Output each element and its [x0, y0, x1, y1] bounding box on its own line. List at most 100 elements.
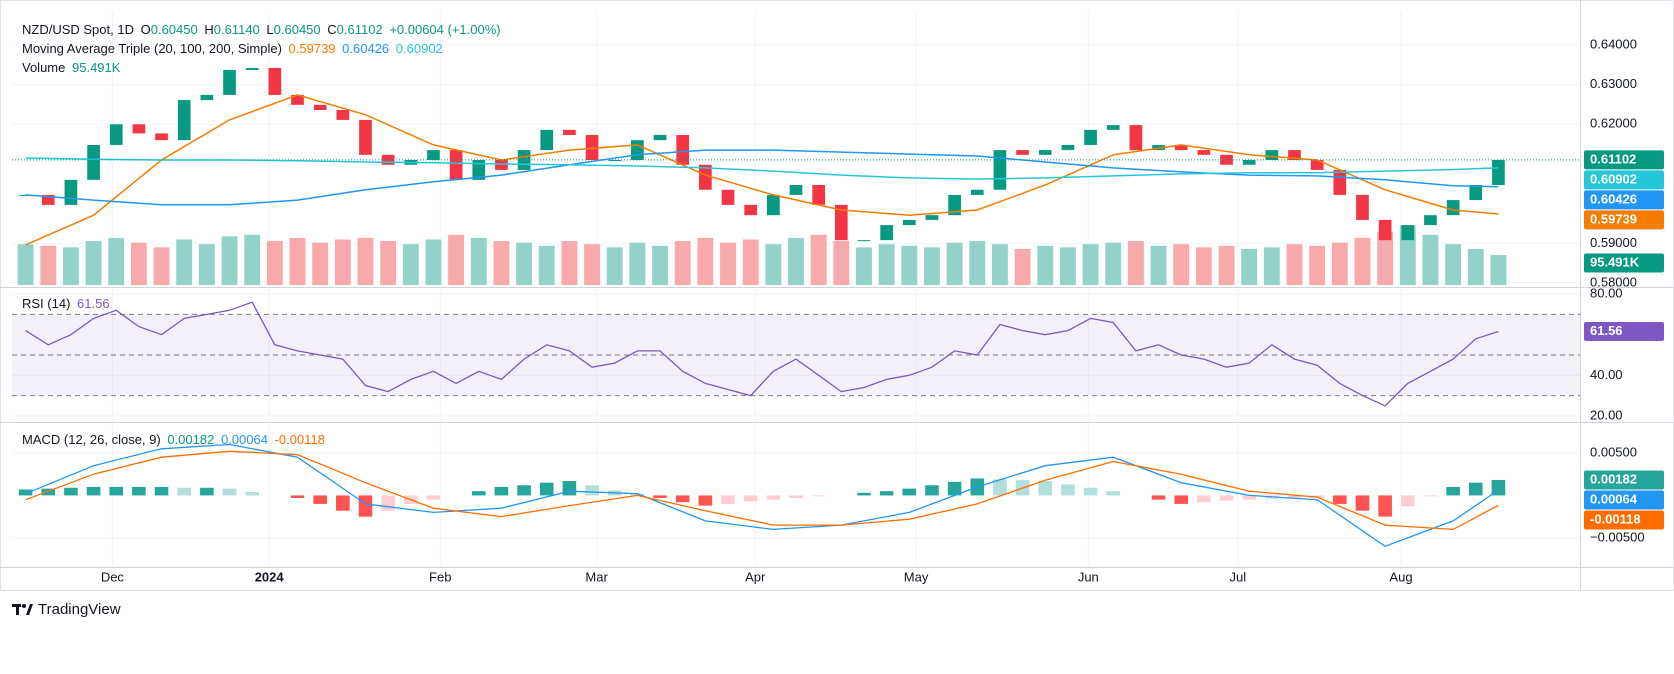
volume-bar [244, 234, 261, 285]
volume-bar [1218, 245, 1235, 285]
histogram-bar [517, 485, 531, 496]
price-badge [1584, 150, 1664, 170]
ohlc-value: 0.61140 [213, 22, 260, 37]
volume-bar [1490, 255, 1507, 285]
candle [902, 219, 916, 226]
histogram-bar [471, 491, 486, 496]
x-tick-label: Dec [101, 569, 125, 584]
volume-bar [697, 237, 714, 285]
ohlc-key: L [266, 22, 274, 37]
candle [812, 185, 826, 205]
volume-bar [992, 244, 1008, 285]
histogram-bar [1468, 482, 1483, 496]
x-tick-label: Jun [1078, 569, 1099, 584]
candle [495, 160, 508, 170]
ohlc-key: H [204, 22, 214, 37]
candle [64, 179, 78, 205]
candle [585, 135, 599, 161]
price-badge-label: 0.60426 [1590, 191, 1637, 206]
volume-bar [1467, 248, 1484, 285]
volume-bar [833, 241, 850, 285]
ohlc-value: 0.61102 [336, 22, 383, 37]
histogram-bar [630, 493, 645, 496]
candle [1016, 150, 1029, 155]
price-badge [1584, 170, 1664, 190]
candle [1469, 185, 1483, 201]
candle [540, 129, 554, 151]
candle [1288, 150, 1301, 161]
y-tick-label: 40.00 [1590, 367, 1623, 382]
histogram-bar [698, 495, 713, 506]
volume-bar [1331, 242, 1348, 285]
candle [359, 119, 372, 155]
ohlc-key: C [327, 22, 337, 37]
y-tick-label: 0.62000 [1590, 116, 1637, 131]
candle [1106, 125, 1120, 130]
moving-average [25, 157, 1499, 180]
volume-bar [878, 244, 895, 285]
volume-bar [742, 239, 759, 285]
x-tick-label: Apr [745, 569, 766, 584]
candle [1265, 150, 1279, 161]
price-badge [1584, 322, 1664, 342]
volume-bar [516, 242, 533, 285]
y-tick-label: −0.00500 [1590, 529, 1645, 544]
ma-value: 0.59739 [288, 41, 336, 56]
volume-bar [289, 237, 306, 285]
macd-legend: MACD (12, 26, close, 9) 0.00182 0.00064 … [22, 430, 328, 449]
price-legend: NZD/USD Spot, 1D O0.60450 H0.61140 L0.60… [22, 20, 504, 77]
histogram-bar [494, 486, 509, 496]
histogram-bar [721, 495, 735, 504]
volume-bar [946, 242, 963, 285]
brand: TradingView [38, 601, 121, 618]
histogram-bar [64, 487, 78, 496]
volume-bar [85, 241, 102, 285]
volume-bar [969, 241, 986, 285]
volume-bar [312, 242, 329, 285]
volume-bar [584, 244, 600, 285]
volume-bar [470, 237, 487, 285]
candle [789, 185, 803, 195]
candle [766, 194, 780, 216]
histogram-bar [41, 488, 56, 496]
macd-value: -0.00118 [274, 432, 325, 447]
candle [993, 150, 1007, 190]
volume-bar [357, 237, 374, 285]
histogram-bar [1423, 495, 1438, 497]
volume-bar [334, 239, 351, 285]
volume-bar [176, 239, 193, 285]
rsi-legend: RSI (14) 61.56 [22, 294, 113, 313]
histogram-bar [993, 479, 1007, 496]
candle [381, 154, 395, 165]
histogram-bar [925, 485, 939, 496]
volume-bar [62, 247, 79, 285]
volume-bar [1014, 248, 1031, 285]
candle [857, 240, 871, 242]
candle [472, 160, 486, 180]
candle [87, 144, 100, 180]
symbol: NZD/USD Spot, 1D [22, 22, 134, 37]
volume-bar [1173, 244, 1190, 285]
histogram-bar [947, 481, 962, 496]
moving-average [25, 94, 1499, 246]
volume-bar [130, 242, 147, 285]
volume-bar [606, 247, 623, 285]
histogram-bar [653, 495, 667, 498]
histogram-bar [1219, 495, 1234, 501]
candle [132, 124, 146, 134]
histogram-bar [358, 495, 373, 517]
candle [1401, 225, 1415, 241]
y-tick-label: 0.58000 [1590, 274, 1637, 289]
ohlc-value: 0.60450 [150, 22, 198, 37]
candle [1197, 150, 1211, 155]
candle [1446, 200, 1460, 216]
candle [313, 104, 327, 111]
frame [0, 0, 1674, 591]
histogram-bar [381, 495, 395, 511]
marks [12, 67, 1580, 548]
x-tick-label: Feb [429, 569, 451, 584]
volume-bar [1399, 225, 1416, 285]
volume-bar [629, 242, 646, 285]
histogram-bar [1197, 495, 1211, 503]
